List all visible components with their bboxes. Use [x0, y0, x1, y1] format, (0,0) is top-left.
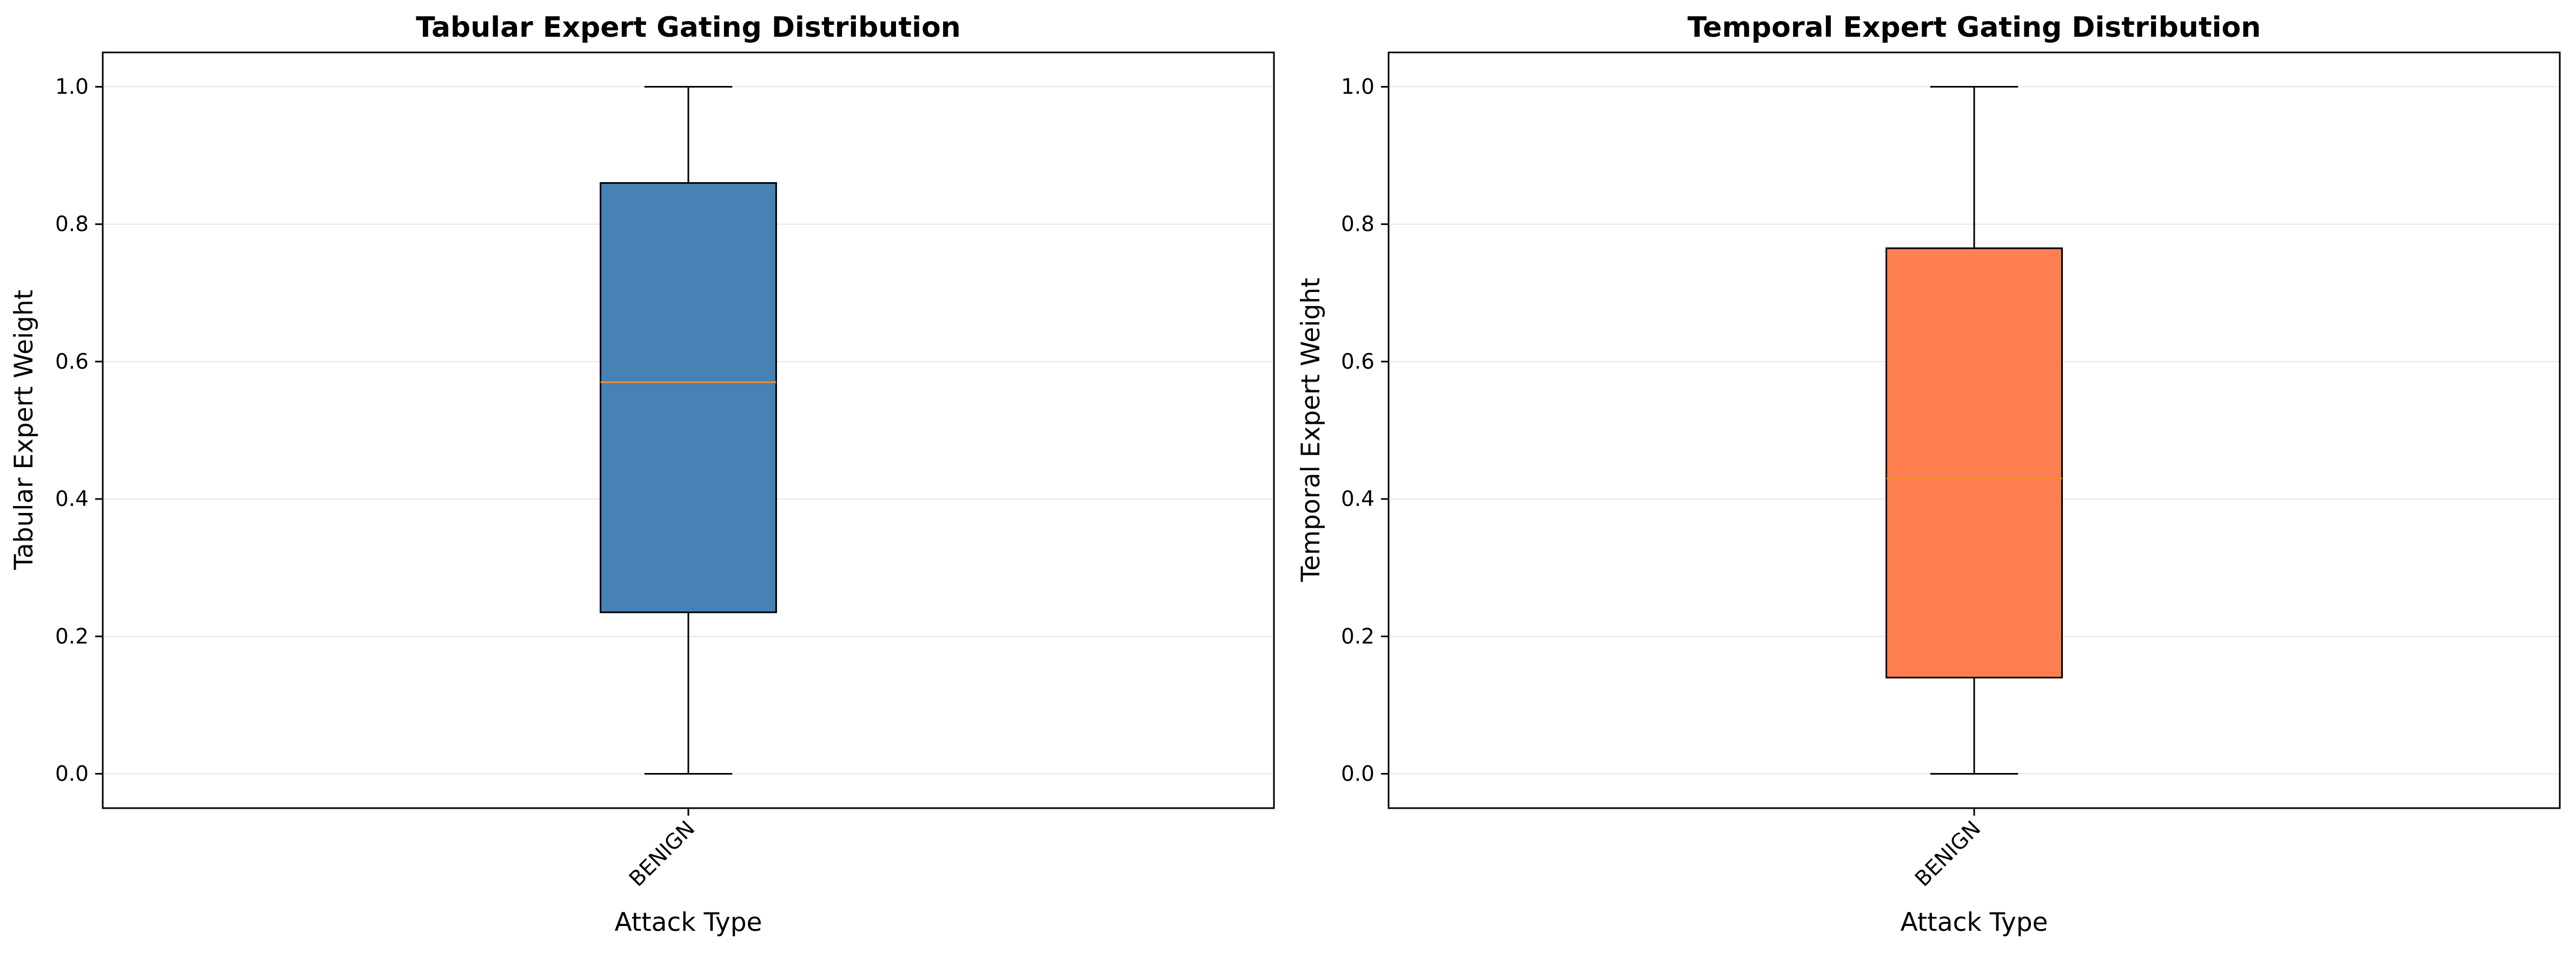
x-tick-label: BENIGN [625, 816, 700, 891]
y-tick-label: 0.4 [1341, 487, 1375, 511]
panel-tabular: Tabular Expert Gating Distribution Tabul… [9, 11, 1275, 937]
y-tick-label: 0.8 [55, 212, 89, 237]
y-tick-label: 1.0 [55, 75, 89, 99]
y-tick-label: 0.6 [1341, 350, 1375, 374]
x-axis-label: Attack Type [615, 908, 762, 937]
box-iqr [600, 182, 777, 614]
panel-temporal: Temporal Expert Gating Distribution Temp… [1296, 11, 2561, 937]
y-tick-label: 0.6 [55, 350, 89, 374]
y-tick-label: 1.0 [1341, 75, 1375, 99]
x-tick-label: BENIGN [1910, 816, 1986, 891]
y-ticks: 0.0 0.2 0.4 0.6 0.8 1.0 [1341, 75, 1389, 786]
x-axis-label: Attack Type [1901, 908, 2048, 937]
y-ticks: 0.0 0.2 0.4 0.6 0.8 1.0 [55, 75, 103, 786]
y-tick-label: 0.4 [55, 487, 89, 511]
y-tick-label: 0.0 [55, 762, 89, 786]
chart-title: Tabular Expert Gating Distribution [416, 11, 961, 44]
x-ticks: BENIGN [1910, 808, 1986, 891]
box-group [1885, 86, 2063, 775]
y-tick-label: 0.0 [1341, 762, 1375, 786]
y-axis-label: Tabular Expert Weight [9, 290, 39, 570]
x-ticks: BENIGN [625, 808, 700, 891]
y-axis-label: Temporal Expert Weight [1296, 278, 1326, 583]
y-tick-label: 0.2 [1341, 624, 1375, 649]
box-iqr [1885, 247, 2063, 679]
y-tick-label: 0.2 [55, 624, 89, 649]
chart-title: Temporal Expert Gating Distribution [1688, 11, 2261, 44]
box-group [600, 86, 777, 775]
y-tick-label: 0.8 [1341, 212, 1375, 237]
